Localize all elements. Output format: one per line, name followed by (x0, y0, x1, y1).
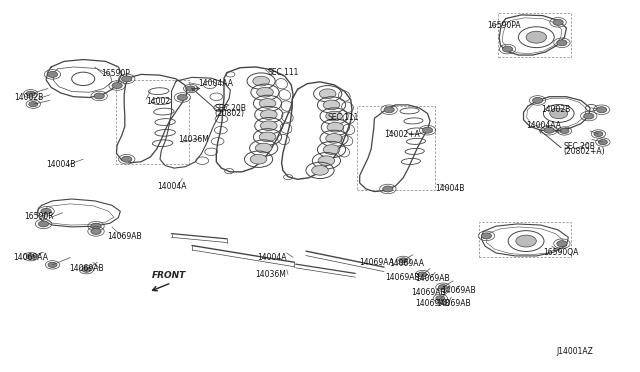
Circle shape (532, 97, 543, 103)
Text: (20802+A): (20802+A) (563, 147, 605, 156)
Text: (20802): (20802) (214, 109, 244, 118)
Circle shape (516, 235, 536, 247)
Text: 14002B: 14002B (541, 105, 570, 114)
Circle shape (259, 132, 276, 142)
Text: 16590P: 16590P (101, 69, 130, 78)
Text: 14069AB: 14069AB (69, 264, 104, 273)
Circle shape (550, 108, 568, 119)
Circle shape (584, 113, 594, 119)
Circle shape (122, 156, 132, 162)
Circle shape (91, 228, 101, 234)
Circle shape (557, 241, 567, 247)
Circle shape (177, 94, 188, 100)
Circle shape (526, 31, 547, 43)
Circle shape (48, 262, 57, 267)
Circle shape (319, 89, 336, 99)
Circle shape (47, 71, 58, 77)
Circle shape (91, 223, 101, 229)
Circle shape (255, 143, 272, 153)
Circle shape (418, 272, 427, 277)
Text: 16590PA: 16590PA (488, 21, 522, 30)
Text: 14002B: 14002B (14, 93, 44, 102)
Circle shape (557, 40, 567, 46)
Text: 14004B: 14004B (46, 160, 76, 169)
Circle shape (122, 76, 132, 82)
Text: 14004AA: 14004AA (198, 79, 234, 88)
Circle shape (544, 127, 554, 133)
Text: SEC.20B: SEC.20B (563, 142, 595, 151)
Circle shape (383, 186, 393, 192)
Text: SEC.20B: SEC.20B (214, 104, 246, 113)
Text: 14069AA: 14069AA (360, 258, 395, 267)
Circle shape (596, 107, 607, 113)
Circle shape (312, 166, 328, 175)
Circle shape (38, 221, 49, 227)
Circle shape (438, 285, 447, 290)
Circle shape (82, 267, 91, 272)
Text: FRONT: FRONT (152, 271, 186, 280)
Circle shape (422, 127, 433, 133)
Text: 14036M: 14036M (255, 270, 285, 279)
Circle shape (399, 258, 408, 263)
Circle shape (257, 87, 273, 97)
Circle shape (323, 100, 340, 110)
Text: 14069AB: 14069AB (411, 288, 445, 296)
Circle shape (436, 296, 445, 301)
Circle shape (94, 93, 104, 99)
Text: 16590QA: 16590QA (543, 248, 578, 257)
Text: 14004B: 14004B (435, 185, 465, 193)
Circle shape (326, 134, 342, 143)
Text: 14069AA: 14069AA (13, 253, 48, 262)
Circle shape (598, 140, 607, 145)
Text: SEC.111: SEC.111 (268, 68, 299, 77)
Circle shape (112, 83, 122, 89)
Circle shape (481, 233, 492, 239)
Text: 14004A: 14004A (257, 253, 287, 262)
Text: 14069AB: 14069AB (108, 232, 142, 241)
Circle shape (259, 99, 276, 108)
Text: 14004A: 14004A (157, 182, 186, 190)
Circle shape (553, 19, 563, 25)
Text: 16590R: 16590R (24, 212, 54, 221)
Circle shape (318, 156, 335, 166)
Text: J14001AZ: J14001AZ (557, 347, 594, 356)
Text: SEC.111: SEC.111 (328, 113, 359, 122)
Circle shape (560, 128, 569, 134)
Circle shape (323, 145, 340, 154)
Circle shape (186, 86, 195, 91)
Text: 14002+A: 14002+A (384, 130, 420, 139)
Text: 14069AB: 14069AB (415, 299, 449, 308)
Text: 14004AA: 14004AA (526, 121, 561, 130)
Text: 14069AB: 14069AB (442, 286, 476, 295)
Circle shape (502, 46, 513, 52)
Circle shape (29, 102, 38, 107)
Circle shape (253, 76, 269, 86)
Circle shape (26, 91, 35, 96)
Text: 14069AB: 14069AB (415, 274, 449, 283)
Circle shape (250, 154, 267, 164)
Circle shape (260, 121, 277, 131)
Circle shape (326, 111, 342, 121)
Circle shape (384, 107, 394, 113)
Text: 14036M: 14036M (178, 135, 209, 144)
Circle shape (26, 254, 35, 259)
Circle shape (594, 131, 603, 137)
Text: 14069AA: 14069AA (389, 259, 424, 268)
Text: 14069AB: 14069AB (385, 273, 420, 282)
Circle shape (41, 208, 51, 214)
Circle shape (260, 110, 277, 119)
Text: 14069AB: 14069AB (436, 299, 471, 308)
Circle shape (327, 122, 344, 132)
Text: 14002: 14002 (146, 97, 170, 106)
